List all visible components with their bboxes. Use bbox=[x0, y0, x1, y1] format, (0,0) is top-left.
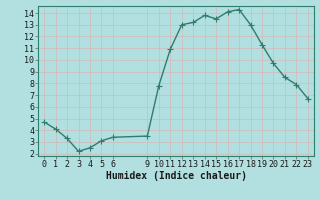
X-axis label: Humidex (Indice chaleur): Humidex (Indice chaleur) bbox=[106, 171, 246, 181]
